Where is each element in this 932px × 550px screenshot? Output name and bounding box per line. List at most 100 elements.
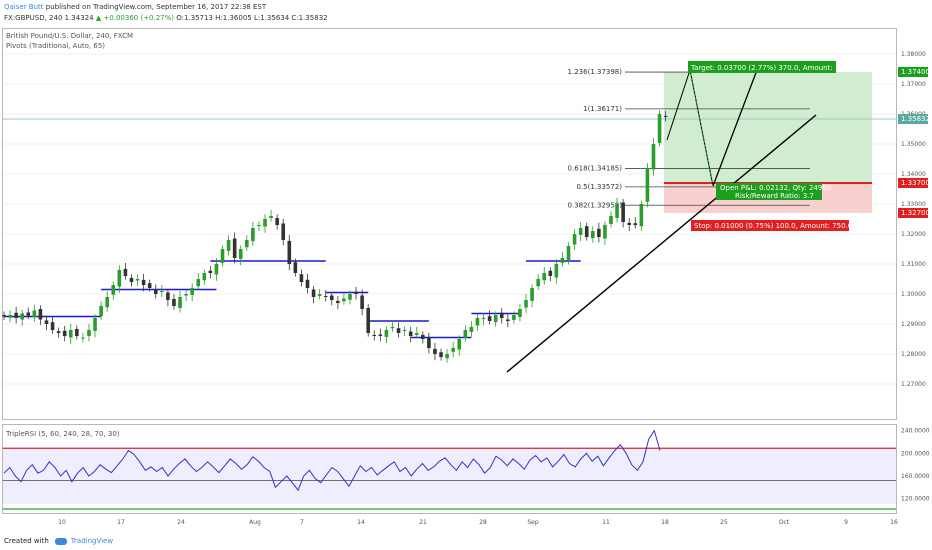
candle-body (147, 283, 152, 288)
candle-body (111, 285, 116, 295)
candle-body (166, 292, 170, 300)
publish-info: Qaiser Butt published on TradingView.com… (4, 3, 266, 11)
time-axis-label: 14 (357, 519, 365, 526)
candle-body (172, 298, 176, 306)
price-tag-label: 1.33700 (901, 179, 930, 187)
candle-body (135, 279, 140, 281)
candle-body (530, 288, 534, 301)
candle-body (287, 240, 292, 264)
candle-body (578, 228, 583, 235)
price-axis-label: 1.32000 (901, 231, 926, 238)
candle-body (323, 295, 328, 297)
candle-body (524, 300, 528, 308)
rsi-pane[interactable] (2, 424, 897, 514)
candle-body (342, 298, 346, 302)
candle-body (32, 310, 37, 318)
candle-body (372, 334, 377, 336)
candle-body (506, 319, 510, 321)
candle-body (493, 315, 498, 323)
candle-body (615, 204, 619, 218)
candle-body (93, 318, 97, 331)
candle-body (354, 291, 358, 294)
stop-box (691, 220, 849, 231)
candle-body (645, 168, 650, 202)
price-tag-label: 1.37400 (901, 68, 930, 76)
rsi-band (3, 448, 896, 504)
fib-level-label: 0.382(1.32958) (568, 201, 623, 209)
candle-body (566, 246, 571, 260)
time-axis-label: 28 (479, 519, 487, 526)
candle-body (621, 202, 625, 222)
candle-body (457, 339, 462, 350)
candle-body (317, 294, 322, 296)
author-link[interactable]: Qaiser Butt (4, 3, 44, 11)
price-axis-label: 1.34000 (901, 171, 926, 178)
open-pnl-box (716, 183, 822, 200)
candle-body (348, 294, 352, 300)
candle-body (396, 328, 401, 333)
tradingview-logo-icon (54, 537, 67, 545)
candle-body (275, 217, 279, 225)
candle-body (360, 295, 364, 309)
candle-body (536, 279, 540, 287)
time-axis-label: 17 (117, 519, 125, 526)
target-text: Target: 0.03700 (2.77%) 370.0, Amount: 1… (690, 64, 864, 72)
trend-line (506, 114, 817, 373)
candle-body (378, 334, 383, 336)
candle-body (329, 295, 334, 300)
candle-body (214, 264, 219, 275)
candle-body (427, 337, 431, 348)
candle-body (366, 307, 370, 333)
candle-body (311, 289, 316, 297)
footer: Created with TradingView (4, 537, 113, 545)
price-axis-label: 1.29000 (901, 321, 926, 328)
candle-body (123, 268, 128, 276)
tradingview-brand[interactable]: TradingView (70, 537, 114, 545)
change-value: ▲ +0.00360 (+0.27%) (95, 14, 175, 22)
candle-body (542, 273, 547, 281)
candle-body (293, 262, 298, 273)
candle-body (518, 309, 522, 317)
price-axis-label: 1.27000 (901, 381, 926, 388)
time-axis-label: 16 (890, 519, 898, 526)
candle-body (603, 225, 607, 239)
stop-text: Stop: 0.01000 (0.75%) 100.0, Amount: 750… (694, 222, 857, 230)
price-axis-label: 1.31000 (901, 261, 926, 268)
candle-body (117, 270, 122, 287)
candle-body (238, 249, 243, 259)
ohlc-prefix: FX:GBPUSD, 240 1.34324 (4, 14, 94, 22)
candle-body (402, 330, 407, 331)
candle-body (68, 330, 73, 338)
candle-body (14, 312, 18, 318)
candle-body (663, 115, 668, 117)
candle-body (232, 238, 237, 258)
candle-body (251, 228, 255, 242)
candle-body (257, 225, 261, 226)
price-axis-label: 1.30000 (901, 291, 926, 298)
projection-line-2 (712, 69, 758, 187)
candle-body (584, 226, 589, 237)
candle-body (20, 313, 25, 320)
risk-reward-text: Risk/Reward Ratio: 3.7 (735, 192, 814, 200)
fib-level-label: 0.618(1.34185) (568, 164, 623, 172)
rsi-line (3, 429, 661, 492)
candle-body (8, 315, 12, 318)
candle-body (129, 277, 134, 282)
candle-body (384, 330, 389, 337)
candle-body (463, 330, 468, 338)
fib-level-label: 0.5(1.33572) (576, 183, 622, 191)
price-pane[interactable] (2, 28, 897, 420)
candle-body (451, 348, 455, 352)
candle-body (50, 322, 55, 330)
candle-body (105, 297, 109, 308)
candle-body (512, 315, 516, 320)
candle-body (153, 289, 158, 294)
ohlc-values: O:1.35713 H:1.36005 L:1.35634 C:1.35832 (176, 14, 328, 22)
candle-body (499, 312, 504, 318)
candle-body (469, 327, 474, 332)
candle-body (657, 114, 662, 143)
price-tag (898, 114, 928, 125)
ohlc-line: FX:GBPUSD, 240 1.34324 ▲ +0.00360 (+0.27… (4, 14, 328, 22)
price-tag (898, 178, 928, 188)
price-axis-label: 1.38000 (901, 51, 926, 58)
